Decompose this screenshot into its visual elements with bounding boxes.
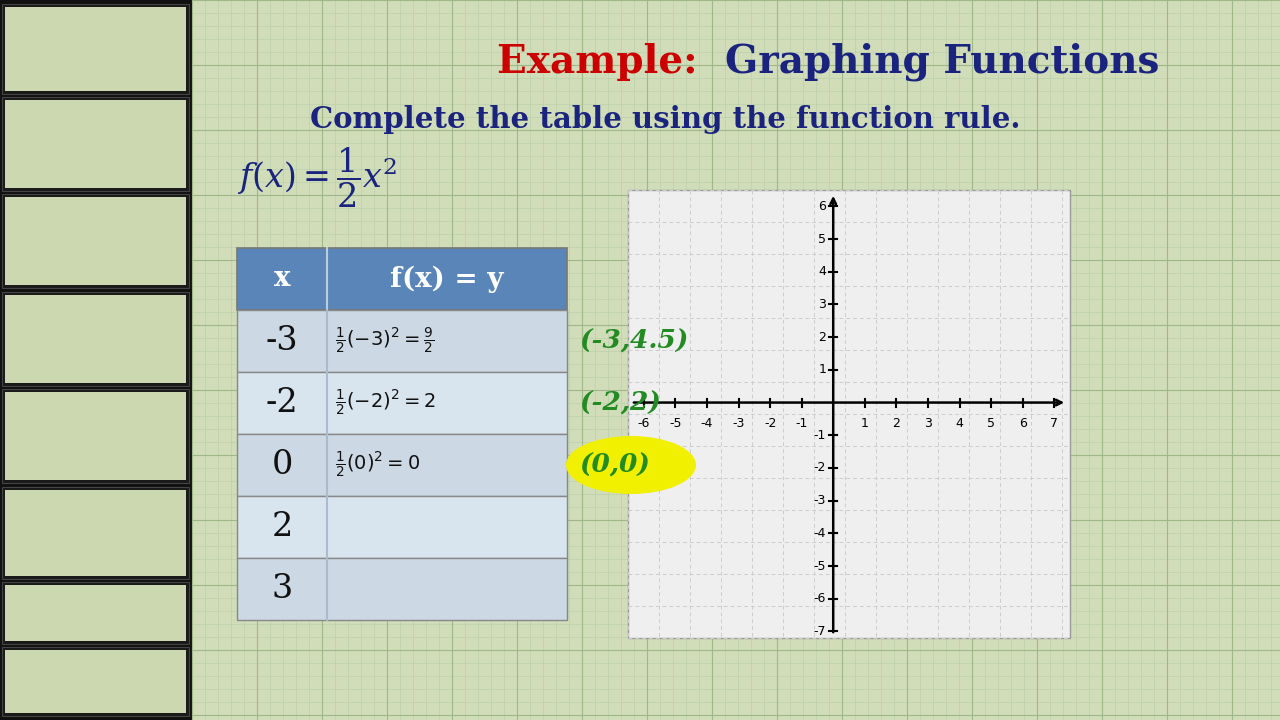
FancyBboxPatch shape (5, 7, 186, 91)
FancyBboxPatch shape (3, 389, 189, 483)
Text: -6: -6 (637, 417, 650, 430)
Text: -5: -5 (669, 417, 682, 430)
Text: -3: -3 (266, 325, 298, 357)
FancyBboxPatch shape (5, 392, 186, 480)
Text: 6: 6 (1019, 417, 1027, 430)
Text: 2: 2 (271, 511, 293, 543)
Text: -3: -3 (814, 494, 826, 507)
FancyBboxPatch shape (5, 197, 186, 285)
Text: 5: 5 (818, 233, 826, 246)
FancyBboxPatch shape (0, 0, 192, 720)
Text: -7: -7 (814, 625, 826, 638)
Text: 1: 1 (861, 417, 869, 430)
FancyBboxPatch shape (5, 585, 186, 641)
Text: -6: -6 (814, 593, 826, 606)
FancyBboxPatch shape (237, 372, 567, 434)
Text: 2: 2 (892, 417, 900, 430)
FancyBboxPatch shape (628, 190, 1070, 638)
Text: -1: -1 (814, 428, 826, 442)
Text: Graphing Functions: Graphing Functions (724, 42, 1160, 81)
FancyBboxPatch shape (3, 97, 189, 191)
Text: -1: -1 (795, 417, 808, 430)
Text: -5: -5 (814, 559, 826, 572)
FancyBboxPatch shape (3, 194, 189, 288)
FancyBboxPatch shape (237, 496, 567, 558)
Ellipse shape (566, 436, 696, 494)
Text: x: x (274, 266, 291, 292)
Text: 4: 4 (956, 417, 964, 430)
Text: -2: -2 (814, 462, 826, 474)
Text: 7: 7 (1050, 417, 1059, 430)
Text: Example:: Example: (498, 43, 724, 81)
FancyBboxPatch shape (5, 295, 186, 383)
Text: -4: -4 (700, 417, 713, 430)
Text: (0,0): (0,0) (579, 452, 650, 477)
FancyBboxPatch shape (3, 582, 189, 644)
FancyBboxPatch shape (5, 100, 186, 188)
FancyBboxPatch shape (5, 650, 186, 713)
Text: 3: 3 (271, 573, 293, 605)
Text: 2: 2 (818, 330, 826, 343)
Text: 5: 5 (987, 417, 995, 430)
Text: $\frac{1}{2}(-2)^2 = 2$: $\frac{1}{2}(-2)^2 = 2$ (335, 388, 435, 418)
Text: 6: 6 (818, 200, 826, 213)
FancyBboxPatch shape (3, 487, 189, 579)
Text: 3: 3 (818, 298, 826, 311)
FancyBboxPatch shape (237, 248, 567, 310)
Text: -4: -4 (814, 527, 826, 540)
Text: $\frac{1}{2}(-3)^2 = \frac{9}{2}$: $\frac{1}{2}(-3)^2 = \frac{9}{2}$ (335, 326, 434, 356)
Text: (-3,4.5): (-3,4.5) (579, 328, 689, 354)
FancyBboxPatch shape (237, 558, 567, 620)
Text: f(x) = y: f(x) = y (390, 266, 504, 292)
Text: 0: 0 (271, 449, 293, 481)
Text: -3: -3 (732, 417, 745, 430)
FancyBboxPatch shape (3, 647, 189, 716)
FancyBboxPatch shape (237, 310, 567, 372)
Text: Complete the table using the function rule.: Complete the table using the function ru… (310, 106, 1020, 135)
Text: (-2,2): (-2,2) (579, 390, 660, 415)
FancyBboxPatch shape (237, 434, 567, 496)
Text: 3: 3 (924, 417, 932, 430)
Text: $\frac{1}{2}(0)^2 = 0$: $\frac{1}{2}(0)^2 = 0$ (335, 450, 420, 480)
FancyBboxPatch shape (3, 292, 189, 386)
FancyBboxPatch shape (192, 0, 1280, 720)
Text: 1: 1 (818, 364, 826, 377)
Text: 4: 4 (818, 265, 826, 278)
Text: $f(x) = \dfrac{1}{2}x^2$: $f(x) = \dfrac{1}{2}x^2$ (237, 145, 397, 210)
FancyBboxPatch shape (5, 490, 186, 576)
Text: -2: -2 (266, 387, 298, 419)
Text: -2: -2 (764, 417, 776, 430)
FancyBboxPatch shape (3, 4, 189, 94)
